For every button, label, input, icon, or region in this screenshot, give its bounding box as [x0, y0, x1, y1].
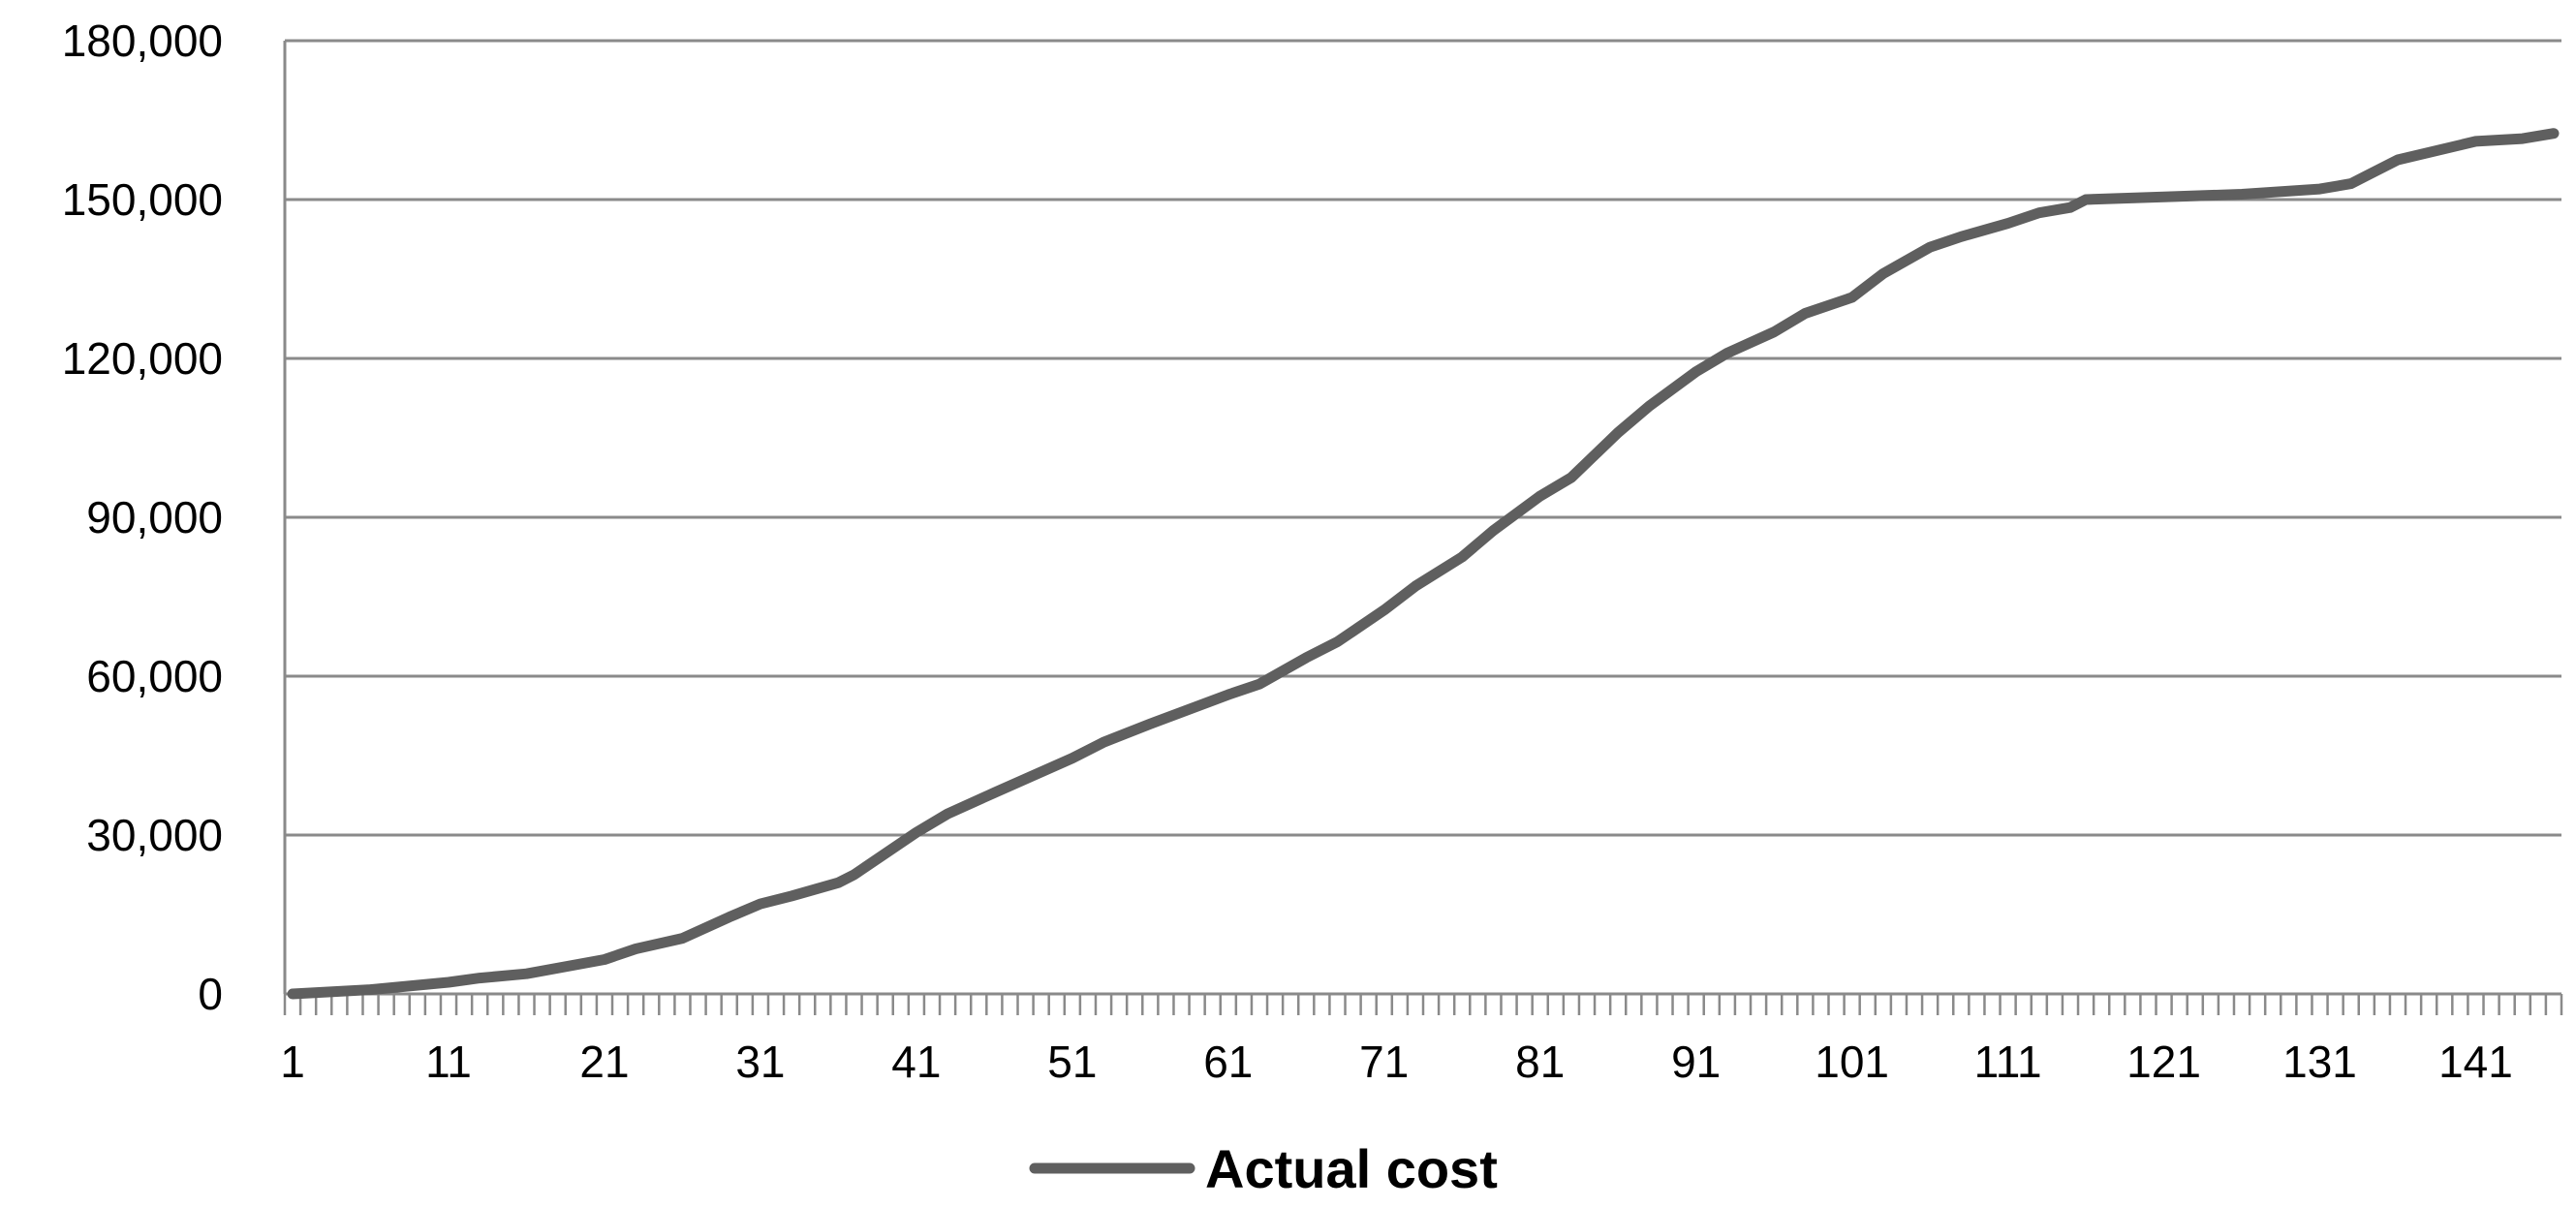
x-tick-label: 21 [579, 1037, 629, 1087]
x-tick-label: 41 [891, 1037, 941, 1087]
x-tick-label: 101 [1815, 1037, 1889, 1087]
x-tick-label: 131 [2282, 1037, 2357, 1087]
x-tick-label: 141 [2438, 1037, 2513, 1087]
x-tick-label: 1 [280, 1037, 305, 1087]
x-tick-label: 11 [425, 1037, 472, 1087]
x-tick-label: 91 [1671, 1037, 1721, 1087]
y-tick-label: 150,000 [62, 174, 223, 225]
legend: Actual cost [1029, 1138, 1498, 1199]
y-tick-label: 30,000 [86, 810, 223, 860]
series-line-actual-cost [287, 128, 2560, 1000]
x-tick-label: 31 [735, 1037, 785, 1087]
legend-label-actual-cost: Actual cost [1205, 1138, 1498, 1199]
x-tick-label: 81 [1515, 1037, 1565, 1087]
y-tick-label: 60,000 [86, 651, 223, 701]
y-tick-label: 90,000 [86, 492, 223, 542]
x-tick-label: 111 [1974, 1037, 2042, 1087]
y-tick-label: 120,000 [62, 333, 223, 384]
y-tick-label: 180,000 [62, 15, 223, 66]
x-axis-tick-labels: 1 11 21 31 41 51 61 71 81 91 101 111 121 131 141 [280, 1037, 2513, 1087]
x-tick-label: 71 [1359, 1037, 1409, 1087]
x-tick-label: 51 [1047, 1037, 1097, 1087]
grid-lines [285, 39, 2561, 837]
x-tick-label: 121 [2126, 1037, 2201, 1087]
y-axis-tick-labels: 0 30,000 60,000 90,000 120,000 150,000 180,000 [62, 15, 223, 1019]
axes [283, 41, 2563, 1015]
series-layer [287, 128, 2560, 1000]
y-tick-label: 0 [198, 969, 223, 1019]
x-tick-label: 61 [1203, 1037, 1253, 1087]
